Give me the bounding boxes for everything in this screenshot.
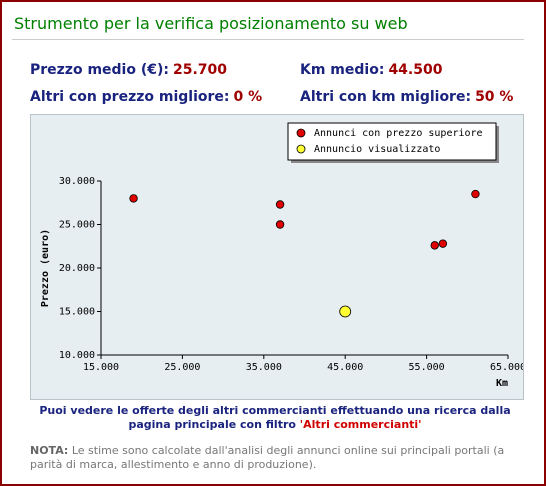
y-tick-label: 15.000 [59,307,95,318]
point [430,241,439,250]
stat: Altri con prezzo migliore: 0 % [30,89,262,105]
y-tick-label: 10.000 [59,350,95,361]
x-tick-label: 55.000 [409,362,445,373]
x-tick-label: 45.000 [327,362,363,373]
legend-label: Annuncio visualizzato [314,144,440,155]
x-tick-label: 25.000 [164,362,200,373]
note: NOTA: Le stime sono calcolate dall'anali… [30,444,526,472]
x-tick-label: 35.000 [246,362,282,373]
stat-value: 50 % [475,89,514,105]
legend [287,122,497,161]
legend-label: Annunci con prezzo superiore [314,128,483,139]
stat: Altri con km migliore: 50 % [300,89,513,105]
divider [12,39,524,40]
stat-label: Prezzo medio (€): [30,62,169,78]
legend-marker [296,144,306,154]
stat-value: 44.500 [388,62,443,78]
point [275,200,285,209]
footer: Puoi vedere le offerte degli altri comme… [22,404,528,432]
footer-highlight: 'Altri commercianti' [299,418,422,431]
y-tick-label: 30.000 [59,176,95,187]
x-tick-label: 15.000 [83,362,119,373]
note-label: NOTA: [30,444,69,457]
stat-label: Altri con km migliore: [300,89,472,105]
chart-panel: 10.000 15.000 20.000 25.000 30.000 15.000 25.0… [30,114,526,400]
stat-label: Altri con prezzo migliore: [30,89,230,105]
stat: Km medio: 44.500 [300,62,442,78]
stat-value: 0 % [233,89,263,105]
y-axis-label: Prezzo (euro) [40,229,51,307]
y-tick-label: 25.000 [59,220,95,231]
stat: Prezzo medio (€): 25.700 [30,62,227,78]
note-text: Le stime sono calcolate dall'analisi deg… [30,444,505,471]
stat-value: 25.700 [172,62,228,78]
point [275,220,285,229]
point [471,189,480,199]
title: Strumento per la verifica posizionamento… [14,14,408,33]
footer-text: Puoi vedere le offerte degli altri comme… [39,404,511,431]
x-tick-label: 65.000 [490,362,523,373]
x-axis-label: Km [496,378,508,389]
point [438,239,448,248]
point [339,305,352,318]
point [129,194,138,203]
y-tick-label: 20.000 [59,263,95,274]
legend-marker [296,128,306,138]
stat-label: Km medio: [300,62,385,78]
